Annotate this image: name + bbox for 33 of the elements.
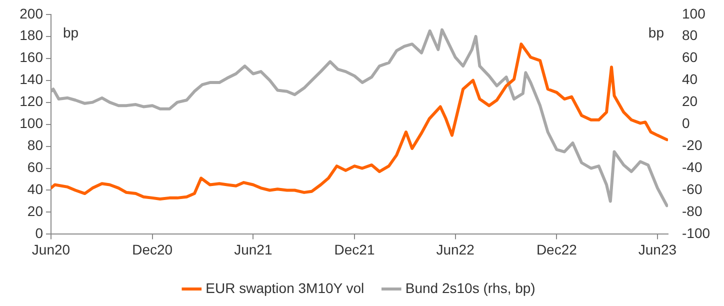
y2-tick-label: -40 <box>682 159 702 176</box>
y-tick-label: 140 <box>20 71 44 88</box>
y2-tick-label: -20 <box>682 137 702 154</box>
y-tick-label: 60 <box>27 159 44 176</box>
y2-tick-label: 20 <box>682 93 698 110</box>
y-tick-label: 0 <box>35 225 44 242</box>
x-tick-label: Jun22 <box>436 241 475 258</box>
x-tick-label: Dec22 <box>536 241 578 258</box>
legend-label: Bund 2s10s (rhs, bp) <box>405 280 536 296</box>
y2-tick-label: 100 <box>682 5 706 22</box>
y-tick-label: 200 <box>20 5 44 22</box>
y2-tick-label: -60 <box>682 181 702 198</box>
x-tick-label: Jun20 <box>32 241 70 258</box>
y2-tick-label: -80 <box>682 203 702 220</box>
y-tick-label: 120 <box>20 93 44 110</box>
x-tick-label: Dec21 <box>334 241 375 258</box>
y-axis-title: bp <box>63 24 79 40</box>
x-tick-label: Jun23 <box>638 241 677 258</box>
y-tick-label: 160 <box>20 49 44 66</box>
y2-tick-label: 60 <box>682 49 698 66</box>
y-tick-label: 20 <box>27 203 44 220</box>
y2-tick-label: 0 <box>682 115 690 132</box>
y-tick-label: 100 <box>20 115 44 132</box>
y-tick-label: 180 <box>20 27 44 44</box>
y2-tick-label: 40 <box>682 71 698 88</box>
y2-tick-label: 80 <box>682 27 698 44</box>
y-tick-label: 40 <box>27 181 44 198</box>
y2-axis-title: bp <box>648 24 664 40</box>
y2-tick-label: -100 <box>682 225 710 242</box>
legend-label: EUR swaption 3M10Y vol <box>206 280 364 296</box>
x-tick-label: Jun21 <box>234 241 272 258</box>
y-tick-label: 80 <box>27 137 44 154</box>
x-tick-label: Dec20 <box>132 241 173 258</box>
